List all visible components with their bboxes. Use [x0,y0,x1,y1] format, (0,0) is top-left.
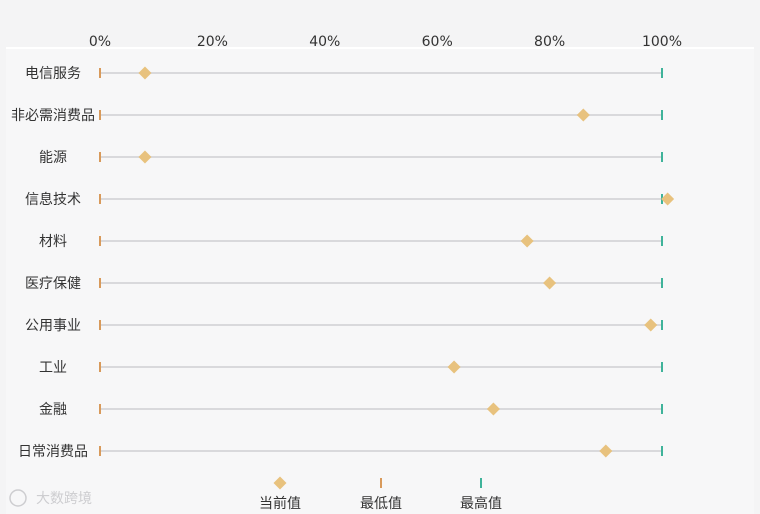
chart-row: 信息技术 [25,191,675,208]
current-value-marker [599,444,613,458]
legend-high-item: 最高值 [460,478,502,512]
current-value-marker [576,108,590,122]
current-value-marker [644,318,658,332]
chart-row: 金融 [39,402,663,418]
legend-label: 最低值 [360,496,402,512]
legend-label: 当前值 [259,495,301,512]
category-label: 工业 [39,360,67,376]
x-tick-label: 60% [422,34,453,50]
legend-current-item: 当前值 [259,476,301,512]
chart-panel [6,48,754,514]
x-tick-label: 80% [534,34,565,50]
watermark: 大数跨境 [9,489,92,507]
x-tick-label: 20% [197,34,228,50]
x-tick-label: 0% [89,34,111,50]
legend-label: 最高值 [460,495,502,512]
chart-row: 电信服务 [25,66,663,82]
chart-row: 工业 [39,360,663,376]
legend-low-item: 最低值 [360,478,402,512]
category-label: 能源 [39,150,67,166]
category-label: 医疗保健 [25,276,81,292]
current-value-marker [447,360,461,374]
legend-diamond-icon [273,476,287,490]
chart-row: 公用事业 [25,318,663,334]
watermark-text: 大数跨境 [36,491,92,507]
current-value-marker [543,276,557,290]
category-label: 信息技术 [25,191,81,208]
x-axis-ticks: 0% 20% 40% 60% 80% 100% [89,34,682,50]
chart-row: 医疗保健 [25,276,663,292]
current-value-marker [138,66,152,80]
x-tick-label: 40% [309,34,340,50]
current-value-marker [520,234,534,248]
category-label: 电信服务 [25,66,81,82]
chart-row: 能源 [39,150,663,166]
chart-row: 日常消费品 [18,444,663,460]
chart-row: 非必需消费品 [11,108,663,124]
current-value-marker [138,150,152,164]
chart-row: 材料 [39,234,663,250]
category-label: 金融 [39,402,67,418]
watermark-logo-icon [9,489,27,507]
x-tick-label: 100% [642,34,682,50]
category-label: 非必需消费品 [11,108,95,124]
category-label: 公用事业 [25,318,81,334]
current-value-marker [661,192,675,206]
legend: 当前值 最低值 最高值 [259,476,502,512]
category-label: 材料 [39,234,67,250]
category-label: 日常消费品 [18,444,88,460]
current-value-marker [486,402,500,416]
